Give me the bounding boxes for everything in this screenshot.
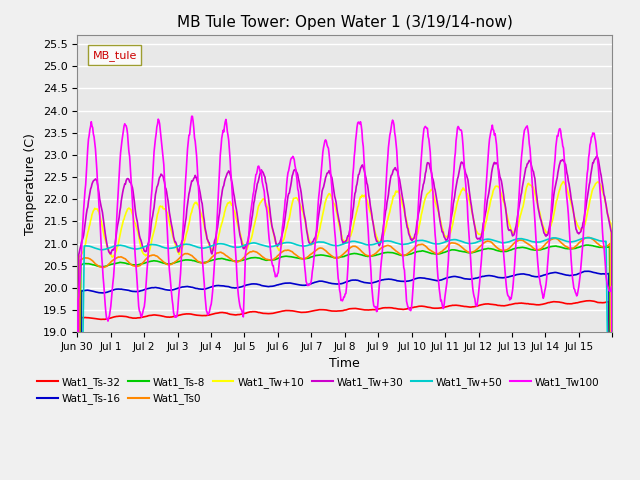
X-axis label: Time: Time xyxy=(330,358,360,371)
Title: MB Tule Tower: Open Water 1 (3/19/14-now): MB Tule Tower: Open Water 1 (3/19/14-now… xyxy=(177,15,513,30)
Legend: Wat1_Ts-32, Wat1_Ts-16, Wat1_Ts-8, Wat1_Ts0, Wat1_Tw+10, Wat1_Tw+30, Wat1_Tw+50,: Wat1_Ts-32, Wat1_Ts-16, Wat1_Ts-8, Wat1_… xyxy=(33,373,604,408)
Y-axis label: Temperature (C): Temperature (C) xyxy=(24,133,37,235)
